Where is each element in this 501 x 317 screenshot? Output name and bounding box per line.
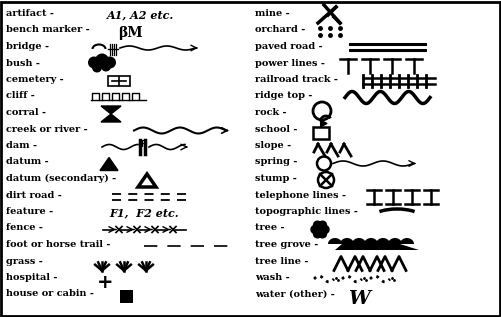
Text: datum (secondary) -: datum (secondary) - (6, 174, 116, 183)
Circle shape (95, 54, 109, 68)
Text: slope -: slope - (255, 141, 291, 150)
Circle shape (316, 157, 330, 171)
Text: telephone lines -: telephone lines - (255, 191, 345, 199)
Text: creek or river -: creek or river - (6, 125, 88, 133)
Text: cemetery -: cemetery - (6, 75, 64, 84)
Text: F: F (140, 140, 145, 149)
Circle shape (313, 102, 330, 120)
Text: topographic lines -: topographic lines - (255, 207, 357, 216)
Text: cliff -: cliff - (6, 92, 35, 100)
Text: spring -: spring - (255, 158, 297, 166)
Text: +: + (97, 273, 113, 292)
Text: foot or horse trail -: foot or horse trail - (6, 240, 110, 249)
Circle shape (317, 172, 333, 188)
Circle shape (92, 62, 102, 73)
Text: hospital -: hospital - (6, 273, 57, 282)
Circle shape (313, 230, 321, 238)
Polygon shape (100, 158, 118, 171)
Circle shape (318, 221, 326, 229)
Polygon shape (101, 114, 121, 122)
Text: βM: βM (118, 25, 142, 40)
Text: tree grove -: tree grove - (255, 240, 318, 249)
Text: school -: school - (255, 125, 297, 133)
Text: dam -: dam - (6, 141, 37, 150)
Text: datum -: datum - (6, 158, 49, 166)
Text: house or cabin -: house or cabin - (6, 289, 94, 299)
Circle shape (88, 56, 100, 68)
Text: artifact -: artifact - (6, 9, 54, 18)
Circle shape (104, 56, 116, 68)
Text: stump -: stump - (255, 174, 296, 183)
Text: water (other) -: water (other) - (255, 289, 334, 299)
Text: feature -: feature - (6, 207, 53, 216)
Circle shape (311, 225, 318, 234)
Text: grass -: grass - (6, 256, 43, 266)
Text: A1, A2 etc.: A1, A2 etc. (107, 9, 174, 20)
Bar (313, 126, 328, 139)
Text: paved road -: paved road - (255, 42, 322, 51)
Text: corral -: corral - (6, 108, 46, 117)
Circle shape (313, 221, 321, 229)
Circle shape (318, 230, 326, 238)
Text: bench marker -: bench marker - (6, 25, 90, 35)
Text: W: W (347, 289, 369, 307)
FancyBboxPatch shape (108, 76, 130, 86)
Polygon shape (101, 106, 121, 114)
Bar (120, 289, 133, 302)
Polygon shape (320, 120, 326, 126)
Polygon shape (327, 238, 418, 250)
Circle shape (320, 225, 328, 234)
Text: rock -: rock - (255, 108, 286, 117)
Text: power lines -: power lines - (255, 59, 324, 68)
Text: orchard -: orchard - (255, 25, 305, 35)
Text: dirt road -: dirt road - (6, 191, 62, 199)
Text: wash -: wash - (255, 273, 289, 282)
Text: fence -: fence - (6, 223, 43, 232)
Text: tree -: tree - (255, 223, 284, 232)
Text: bush -: bush - (6, 59, 40, 68)
Text: railroad track -: railroad track - (255, 75, 337, 84)
Polygon shape (138, 174, 156, 187)
Text: tree line -: tree line - (255, 256, 308, 266)
Circle shape (101, 61, 111, 72)
Text: bridge -: bridge - (6, 42, 49, 51)
Text: F1,  F2 etc.: F1, F2 etc. (109, 207, 178, 218)
Text: ridge top -: ridge top - (255, 92, 312, 100)
Text: mine -: mine - (255, 9, 289, 18)
Circle shape (316, 227, 322, 232)
